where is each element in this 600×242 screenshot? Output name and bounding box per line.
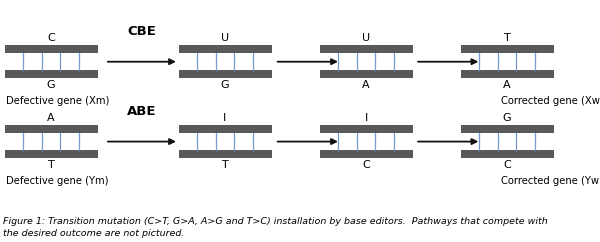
- Text: Figure 1: Transition mutation (C>T, G>A, A>G and T>C) installation by base edito: Figure 1: Transition mutation (C>T, G>A,…: [3, 217, 548, 226]
- Text: Defective gene (Xm): Defective gene (Xm): [6, 96, 109, 106]
- Text: T: T: [47, 160, 55, 170]
- Text: I: I: [364, 113, 368, 123]
- Text: T: T: [503, 33, 511, 43]
- Bar: [179, 45, 271, 53]
- Bar: [179, 150, 271, 158]
- Text: Corrected gene (Xw): Corrected gene (Xw): [501, 96, 600, 106]
- Text: A: A: [47, 113, 55, 123]
- Bar: [461, 150, 554, 158]
- Text: U: U: [362, 33, 370, 43]
- Text: G: G: [221, 80, 229, 90]
- Text: I: I: [223, 113, 227, 123]
- Bar: [320, 70, 413, 78]
- Bar: [461, 70, 554, 78]
- Text: Corrected gene (Yw): Corrected gene (Yw): [501, 176, 600, 186]
- Bar: [179, 70, 271, 78]
- Text: C: C: [503, 160, 511, 170]
- Text: Defective gene (Ym): Defective gene (Ym): [6, 176, 109, 186]
- Text: G: G: [47, 80, 55, 90]
- Bar: [5, 70, 97, 78]
- Bar: [5, 150, 97, 158]
- Text: T: T: [221, 160, 229, 170]
- Text: ABE: ABE: [127, 105, 157, 118]
- Text: C: C: [47, 33, 55, 43]
- Bar: [320, 125, 413, 133]
- Bar: [461, 45, 554, 53]
- Bar: [5, 125, 97, 133]
- Text: A: A: [362, 80, 370, 90]
- Bar: [461, 125, 554, 133]
- Bar: [320, 45, 413, 53]
- Text: U: U: [221, 33, 229, 43]
- Bar: [5, 45, 97, 53]
- Bar: [320, 150, 413, 158]
- Bar: [179, 125, 271, 133]
- Text: C: C: [362, 160, 370, 170]
- Text: A: A: [503, 80, 511, 90]
- Text: G: G: [503, 113, 511, 123]
- Text: the desired outcome are not pictured.: the desired outcome are not pictured.: [3, 229, 184, 238]
- Text: CBE: CBE: [127, 25, 157, 38]
